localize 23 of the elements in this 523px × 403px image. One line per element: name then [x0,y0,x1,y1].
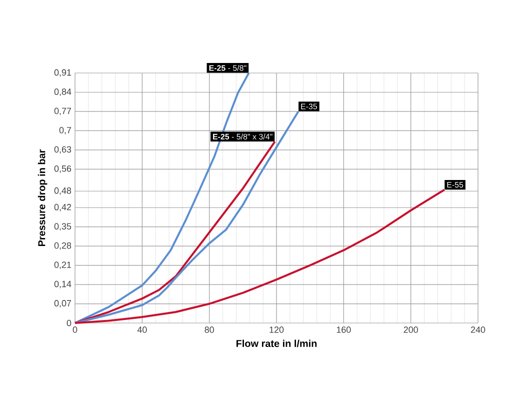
y-tick-label: 0,77 [54,108,72,116]
x-axis-title: Flow rate in l/min [236,340,317,348]
y-tick-label: 0,42 [54,204,72,212]
y-axis-title: Pressure drop in bar [38,149,48,246]
y-tick-label: 0,35 [54,223,72,231]
x-tick-label: 160 [336,326,351,333]
x-tick-label: 240 [470,326,486,333]
y-tick-label: 0,63 [54,146,72,154]
y-tick-label: 0,14 [54,280,72,288]
y-tick-label: 0,28 [54,242,72,250]
y-tick-label: 0,07 [54,300,72,308]
y-tick-label: 0 [66,320,72,326]
x-tick-label: 80 [204,326,214,333]
x-tick-label: 0 [72,326,78,333]
x-tick-label: 40 [137,326,147,333]
y-tick-label: 0,91 [54,69,72,77]
y-tick-label: 0,21 [54,262,72,270]
y-tick-label: 0,84 [54,88,72,96]
y-tick-label: 0,56 [54,165,72,173]
x-tick-label: 120 [270,326,284,333]
y-tick-label: 0,7 [59,126,72,134]
y-tick-label: 0,48 [54,187,72,195]
x-tick-label: 200 [404,326,418,333]
